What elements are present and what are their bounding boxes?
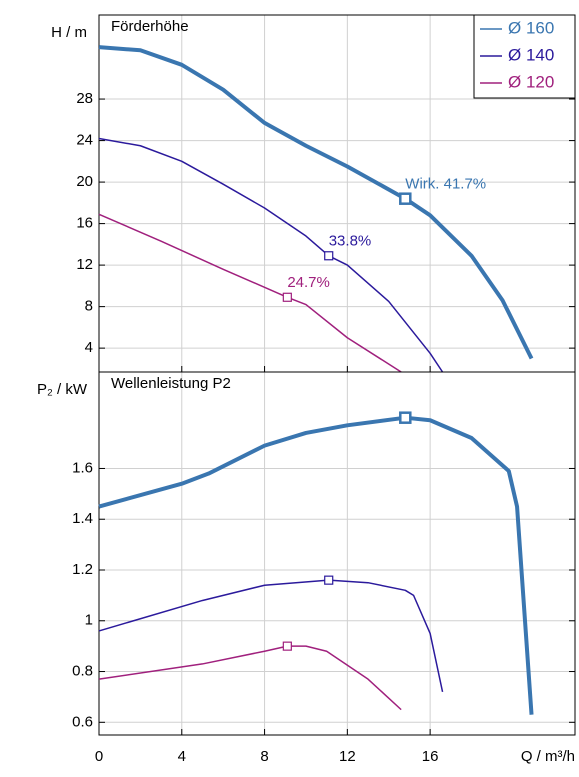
y-tick-label: 12 bbox=[76, 256, 93, 273]
marker bbox=[282, 641, 292, 651]
panel-title: Wellenleistung P2 bbox=[111, 375, 231, 392]
y-tick-label: 20 bbox=[76, 173, 93, 190]
marker bbox=[324, 575, 334, 585]
legend-label: Ø 120 bbox=[508, 72, 554, 91]
marker bbox=[399, 192, 412, 205]
y-tick-label: 8 bbox=[85, 298, 93, 315]
marker bbox=[282, 292, 292, 302]
x-tick-label: 4 bbox=[178, 748, 186, 765]
y-tick-label: 1.4 bbox=[72, 510, 93, 527]
y-tick-label: 16 bbox=[76, 215, 93, 232]
legend-label: Ø 140 bbox=[508, 45, 554, 64]
y-tick-label: 1.2 bbox=[72, 561, 93, 578]
efficiency-label: 24.7% bbox=[287, 274, 330, 291]
x-tick-label: 16 bbox=[422, 748, 439, 765]
efficiency-label: Wirk. 41.7% bbox=[405, 176, 486, 193]
marker bbox=[324, 251, 334, 261]
series-line bbox=[98, 415, 534, 715]
y-tick-label: 4 bbox=[85, 339, 93, 356]
series-line bbox=[98, 137, 444, 373]
y-tick-label: 24 bbox=[76, 132, 93, 149]
y-tick-label: 28 bbox=[76, 90, 93, 107]
x-tick-label: 0 bbox=[95, 748, 103, 765]
series-line bbox=[98, 45, 534, 360]
y-axis-label: H / m bbox=[51, 24, 87, 41]
legend-label: Ø 160 bbox=[508, 18, 554, 37]
series-line bbox=[98, 645, 402, 711]
y-axis-label: P₂ / kW bbox=[37, 381, 88, 398]
series-line bbox=[98, 579, 444, 693]
x-tick-label: 12 bbox=[339, 748, 356, 765]
marker bbox=[399, 411, 412, 424]
y-tick-label: 1.6 bbox=[72, 459, 93, 476]
y-tick-label: 1 bbox=[85, 612, 93, 629]
x-tick-label: 8 bbox=[260, 748, 268, 765]
x-axis-label: Q / m³/h bbox=[521, 748, 575, 765]
y-tick-label: 0.8 bbox=[72, 663, 93, 680]
y-tick-label: 0.6 bbox=[72, 713, 93, 730]
efficiency-label: 33.8% bbox=[329, 233, 372, 250]
plot-frame bbox=[98, 371, 576, 736]
panel-title: Förderhöhe bbox=[111, 18, 189, 35]
